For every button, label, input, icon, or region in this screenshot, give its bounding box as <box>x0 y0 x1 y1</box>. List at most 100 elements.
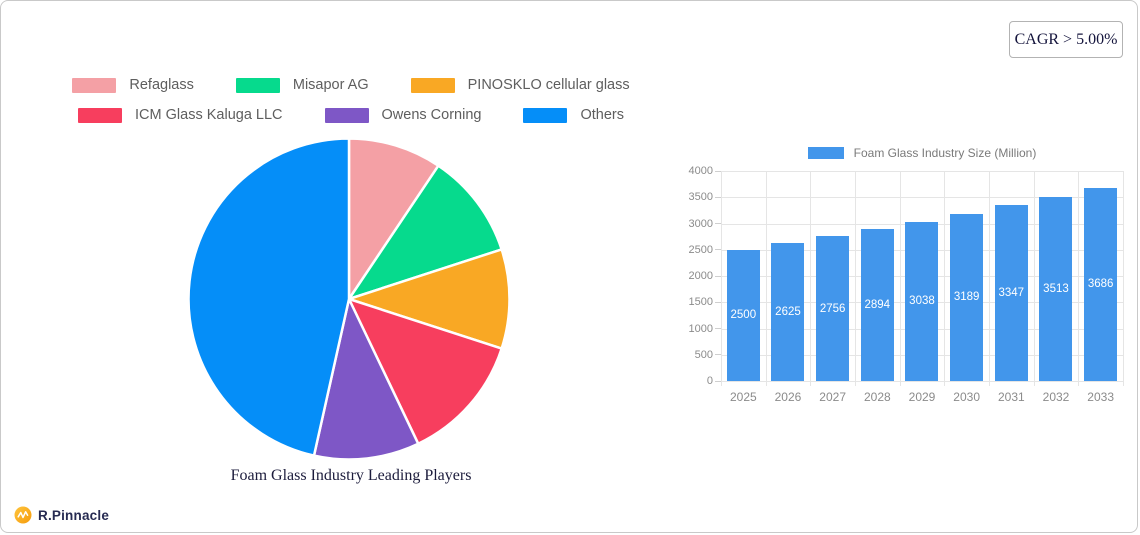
bar-value-label: 3513 <box>1043 282 1069 295</box>
bar-value-label: 2894 <box>864 299 891 312</box>
x-tick-label-2026: 2026 <box>774 390 802 404</box>
y-tick-mark <box>715 328 721 329</box>
bar-column-2025: 2500 <box>721 171 766 381</box>
x-tick-label-2031: 2031 <box>997 390 1025 404</box>
legend-label: ICM Glass Kaluga LLC <box>135 107 283 123</box>
pie-svg <box>187 137 511 461</box>
v-gridline <box>765 171 767 386</box>
bar-y-axis: 0 500 1000 1500 2000 2500 3000 3500 4000 <box>688 165 721 387</box>
legend-swatch-others <box>523 107 568 123</box>
y-tick-mark <box>715 275 721 277</box>
bar-value-label: 3189 <box>953 291 980 304</box>
y-tick-label: 1500 <box>688 296 713 309</box>
y-tick-mark <box>715 354 721 356</box>
legend-item-owens-corning[interactable]: Owens Corning <box>324 107 481 123</box>
bar-2032[interactable]: 3513 <box>1039 196 1073 381</box>
legend-label: Misapor AG <box>292 77 369 93</box>
y-tick-mark <box>715 380 721 382</box>
bar-2030[interactable]: 3189 <box>950 213 984 381</box>
legend-item-icm-glass-kaluga-llc[interactable]: ICM Glass Kaluga LLC <box>78 107 283 123</box>
pie-chart <box>186 136 512 462</box>
bar-legend-swatch <box>807 147 844 159</box>
bar-2029[interactable]: 3038 <box>905 221 939 381</box>
bar-value-label: 2625 <box>775 306 801 319</box>
bar-column-2030: 3189 <box>944 171 989 381</box>
legend-item-pinosklo-cellular-glass[interactable]: PINOSKLO cellular glass <box>410 77 630 93</box>
x-tick-label-2032: 2032 <box>1042 390 1070 404</box>
bar-value-label: 2500 <box>730 309 757 322</box>
legend-swatch-misapor-ag <box>235 77 280 93</box>
h-gridline <box>721 197 1123 199</box>
bar-column-2026: 2625 <box>766 171 811 381</box>
legend-label: Refaglass <box>129 77 194 93</box>
legend-item-misapor-ag[interactable]: Misapor AG <box>235 77 369 93</box>
h-gridline <box>721 381 1123 382</box>
brand-logo: R.Pinnacle <box>14 506 109 524</box>
bar-2026[interactable]: 2625 <box>771 243 805 381</box>
v-gridline <box>988 171 990 386</box>
bar-plot-area: 2500 2625 2756 2894 3038 3189 3347 3513 3686 <box>721 171 1124 386</box>
v-gridline <box>1123 171 1124 386</box>
y-tick-mark <box>715 301 721 303</box>
legend-label: Others <box>580 107 624 123</box>
bar-2031[interactable]: 3347 <box>994 205 1028 381</box>
pie-slice-pinosklo-cellular-glass[interactable] <box>347 248 511 350</box>
bar-2025[interactable]: 2500 <box>726 249 760 381</box>
legend-swatch-pinosklo-cellular-glass <box>410 77 455 93</box>
y-tick-label: 4000 <box>688 165 713 177</box>
y-tick-label: 500 <box>694 348 713 361</box>
h-gridline <box>721 171 1123 172</box>
y-tick-label: 2000 <box>688 270 713 282</box>
pie-legend-row-1: Refaglass Misapor AG PINOSKLO cellular gla… <box>1 77 701 93</box>
y-tick-label: 3000 <box>688 217 713 230</box>
pie-slice-icm-glass-kaluga-llc[interactable] <box>347 297 503 446</box>
x-tick-label-2030: 2030 <box>953 390 981 404</box>
v-gridline <box>1078 171 1080 386</box>
y-tick-mark <box>715 223 721 224</box>
bar-value-label: 3686 <box>1087 278 1114 291</box>
x-tick-label-2033: 2033 <box>1087 390 1115 404</box>
x-tick-label-2025: 2025 <box>729 390 757 404</box>
cagr-badge: CAGR > 5.00% <box>1009 21 1123 58</box>
bar-column-2028: 2894 <box>855 171 900 381</box>
bar-2033[interactable]: 3686 <box>1084 187 1118 381</box>
bar-x-axis: 2025 2026 2027 2028 2029 2030 2031 2032 2033 <box>721 390 1123 406</box>
bar-column-2031: 3347 <box>989 171 1034 381</box>
bar-2027[interactable]: 2756 <box>816 236 850 381</box>
legend-item-refaglass[interactable]: Refaglass <box>72 77 194 93</box>
v-gridline <box>721 171 722 386</box>
bar-value-label: 3038 <box>909 295 935 308</box>
pie-legend-row-2: ICM Glass Kaluga LLC Owens Corning Others <box>1 107 701 123</box>
legend-item-others[interactable]: Others <box>523 107 624 123</box>
y-tick-mark <box>715 170 721 172</box>
v-gridline <box>899 171 901 386</box>
legend-swatch-icm-glass-kaluga-llc <box>78 107 123 123</box>
bar-column-2032: 3513 <box>1034 171 1079 381</box>
brand-name: R.Pinnacle <box>38 507 110 523</box>
x-tick-label-2029: 2029 <box>908 390 936 404</box>
v-gridline <box>944 171 946 386</box>
pie-legend: Refaglass Misapor AG PINOSKLO cellular gla… <box>1 77 701 137</box>
y-tick-mark <box>715 249 721 251</box>
v-gridline <box>854 171 856 386</box>
legend-swatch-refaglass <box>72 77 117 93</box>
pie-chart-title: Foam Glass Industry Leading Players <box>230 467 472 484</box>
bar-legend[interactable]: Foam Glass Industry Size (Million) <box>721 146 1123 160</box>
y-tick-label: 3500 <box>688 191 713 204</box>
bar-legend-label: Foam Glass Industry Size (Million) <box>853 146 1037 160</box>
bar-value-label: 2756 <box>819 302 846 315</box>
pie-slice-misapor-ag[interactable] <box>347 164 503 301</box>
y-tick-label: 1000 <box>688 322 713 335</box>
bar-column-2033: 3686 <box>1078 171 1123 381</box>
bar-column-2027: 2756 <box>810 171 855 381</box>
bar-column-2029: 3038 <box>900 171 945 381</box>
y-tick-mark <box>715 196 721 198</box>
y-tick-label: 0 <box>706 375 713 387</box>
pie-slice-refaglass[interactable] <box>347 137 440 301</box>
bar-2028[interactable]: 2894 <box>860 229 894 381</box>
v-gridline <box>1033 171 1035 386</box>
x-tick-label-2028: 2028 <box>863 390 891 404</box>
pie-slice-others[interactable] <box>187 137 351 457</box>
cagr-label: CAGR > 5.00% <box>1014 30 1118 48</box>
legend-swatch-owens-corning <box>324 107 369 123</box>
